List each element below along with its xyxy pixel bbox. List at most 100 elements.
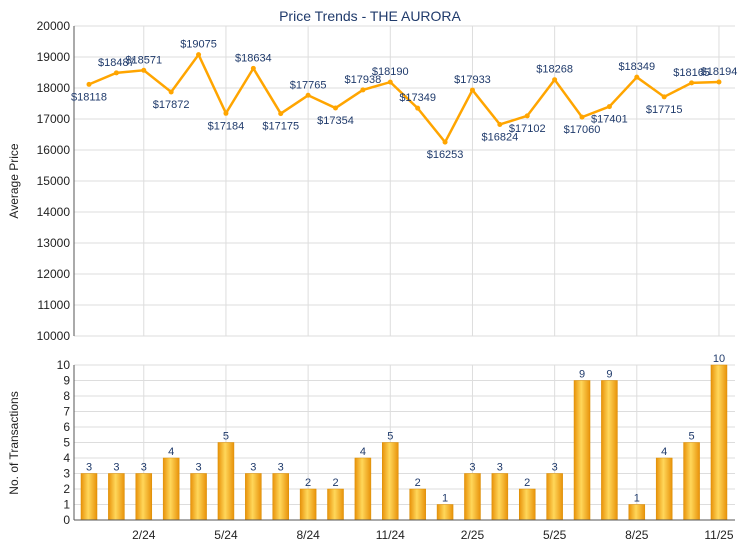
transaction-bar: [655, 457, 673, 521]
x-tick-label: 8/25: [625, 528, 649, 542]
transaction-bar: [382, 442, 399, 521]
price-data-label: $18118: [71, 91, 107, 103]
bar-data-label: 2: [524, 477, 530, 489]
transaction-bar: [628, 504, 646, 521]
price-data-label: $17354: [317, 115, 354, 127]
price-data-label: $17938: [345, 74, 382, 86]
price-axis-label: Average Price: [7, 143, 21, 218]
price-point: [716, 79, 722, 85]
price-data-label: $17349: [399, 92, 436, 104]
transaction-bar: [601, 380, 618, 521]
price-data-label: $17872: [153, 99, 190, 111]
x-tick-label: 8/24: [296, 528, 320, 542]
bar-data-label: 3: [195, 462, 201, 474]
price-point: [196, 52, 202, 58]
bar-tick-label: 0: [63, 513, 70, 527]
bar-data-label: 10: [713, 353, 725, 365]
bar-tick-label: 7: [63, 405, 70, 419]
price-tick-label: 12000: [37, 267, 71, 281]
transaction-bar: [436, 504, 454, 521]
bar-data-label: 9: [579, 369, 585, 381]
price-point: [113, 70, 119, 76]
price-data-label: $18634: [235, 52, 272, 64]
bar-data-label: 1: [442, 493, 448, 505]
transaction-bar: [327, 488, 344, 521]
price-data-label: $18487: [98, 57, 135, 69]
price-point: [86, 81, 92, 87]
bar-data-label: 4: [360, 446, 366, 458]
price-point: [469, 87, 475, 93]
bar-data-label: 2: [332, 477, 338, 489]
price-data-label: $17765: [290, 79, 327, 91]
price-series-line: [88, 52, 720, 145]
bar-data-label: 4: [661, 446, 667, 458]
x-tick-label: 5/24: [214, 528, 238, 542]
price-data-label: $18268: [536, 64, 573, 76]
price-point: [552, 77, 558, 83]
bar-data-label: 3: [278, 462, 284, 474]
transaction-bar: [409, 488, 426, 521]
x-tick-label: 11/25: [704, 528, 733, 542]
chart-title: Price Trends - THE AURORA: [279, 8, 461, 24]
bar-tick-label: 2: [63, 482, 70, 496]
bar-tick-label: 4: [63, 451, 70, 465]
transaction-bar: [190, 473, 207, 521]
bar-data-label: 5: [387, 431, 393, 443]
x-tick-label: 2/24: [132, 528, 156, 542]
transaction-bar: [272, 473, 289, 521]
price-point: [333, 105, 339, 111]
bar-tick-label: 1: [63, 498, 70, 512]
transaction-bar: [354, 457, 372, 521]
transaction-bar: [518, 488, 536, 521]
price-tick-label: 16000: [37, 143, 71, 157]
price-data-label: $18349: [618, 61, 655, 73]
price-data-label: $16253: [427, 149, 464, 161]
transaction-bar: [217, 442, 235, 521]
price-data-label: $17401: [591, 114, 628, 126]
price-point: [442, 139, 448, 145]
bar-data-label: 5: [689, 431, 695, 443]
bar-data-label: 4: [168, 446, 174, 458]
price-point: [606, 104, 612, 110]
price-tick-label: 13000: [37, 236, 71, 250]
bar-data-label: 9: [606, 369, 612, 381]
price-point: [524, 113, 530, 119]
price-point: [305, 92, 311, 98]
price-tick-label: 18000: [37, 81, 71, 95]
price-data-label: $18165: [673, 67, 710, 79]
price-data-label: $17184: [208, 120, 245, 132]
transaction-bar: [573, 380, 591, 521]
x-tick-label: 5/25: [543, 528, 567, 542]
price-data-label: $19075: [180, 39, 217, 51]
x-tick-label: 11/24: [376, 528, 405, 542]
transaction-bar: [80, 473, 98, 521]
price-point: [497, 121, 503, 127]
transaction-bar: [162, 457, 180, 521]
bar-tick-label: 5: [63, 436, 70, 450]
transaction-bar: [683, 442, 700, 521]
bar-tick-label: 8: [63, 389, 70, 403]
transaction-bar: [464, 473, 481, 521]
bar-data-label: 3: [141, 462, 147, 474]
price-point: [634, 74, 640, 80]
price-tick-label: 17000: [37, 112, 71, 126]
price-tick-label: 14000: [37, 205, 71, 219]
bar-data-label: 3: [250, 462, 256, 474]
bar-data-label: 3: [469, 462, 475, 474]
transactions-axis-label: No. of Transactions: [7, 391, 21, 494]
bar-tick-label: 10: [57, 358, 71, 372]
price-data-label: $18194: [701, 66, 738, 78]
bar-tick-label: 9: [63, 374, 70, 388]
x-tick-label: 2/25: [461, 528, 485, 542]
price-point: [415, 105, 421, 111]
transaction-bar: [710, 364, 728, 521]
transaction-bar: [299, 488, 317, 521]
bar-data-label: 3: [552, 462, 558, 474]
price-point: [360, 87, 366, 93]
price-point: [661, 94, 667, 100]
price-tick-label: 20000: [37, 19, 71, 33]
bar-data-label: 3: [497, 462, 503, 474]
price-tick-label: 15000: [37, 174, 71, 188]
